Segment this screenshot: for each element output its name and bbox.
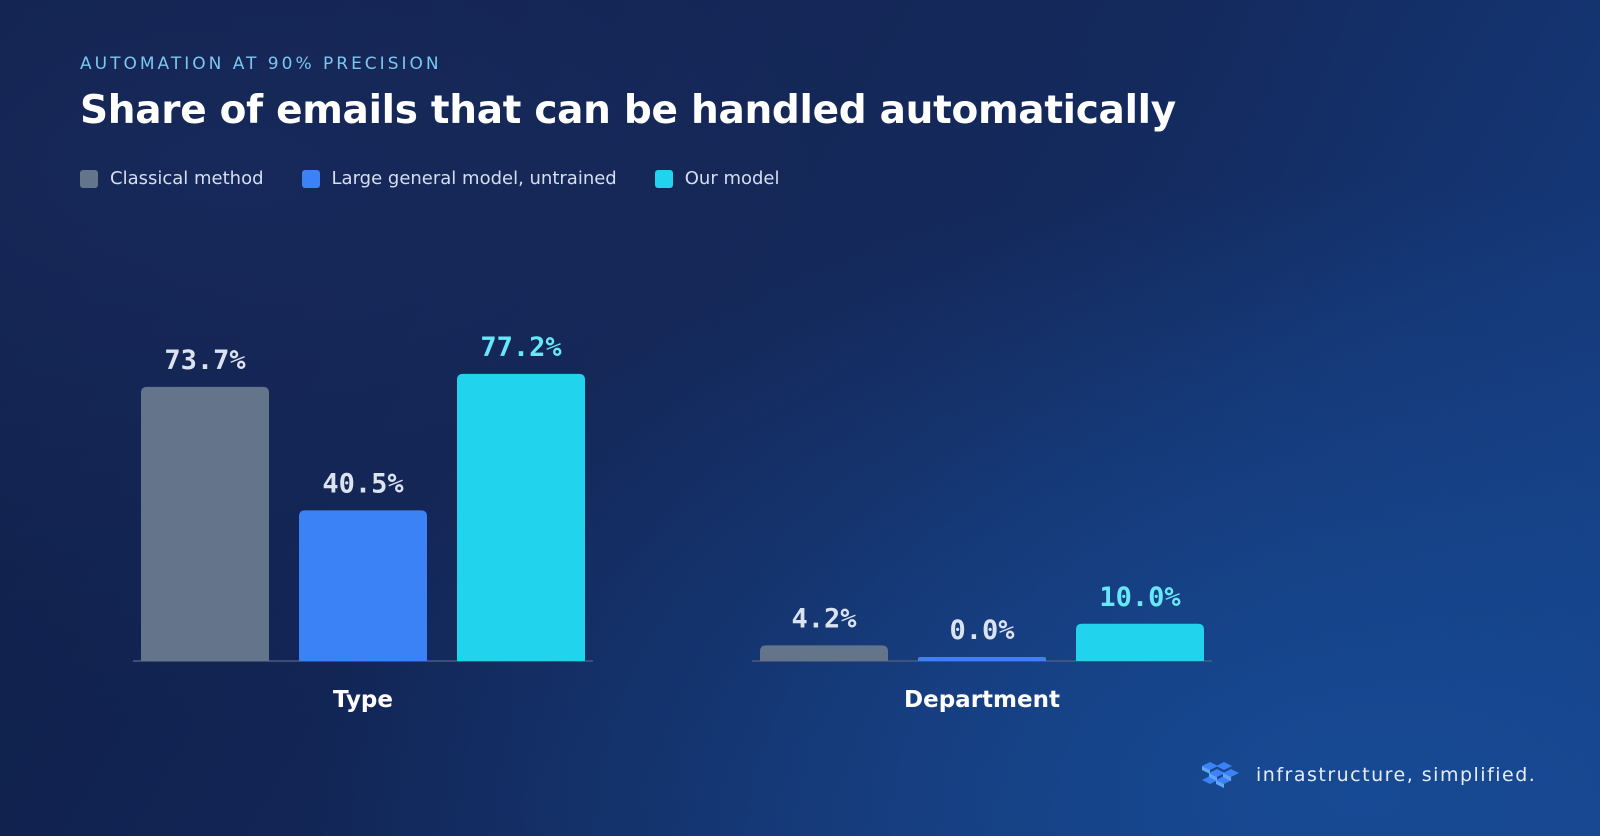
brand-tagline: infrastructure, simplified. xyxy=(1256,764,1537,786)
legend-label-ours: Our model xyxy=(684,168,780,189)
legend-item-ours: Our model xyxy=(654,168,780,189)
data-label-classical-department: 4.2% xyxy=(791,603,857,634)
legend-swatch-classical xyxy=(80,169,98,188)
legend-item-general: Large general model, untrained xyxy=(301,168,617,189)
bar-classical-type xyxy=(141,386,269,661)
bar-ours-type xyxy=(457,373,585,661)
bar-general-department xyxy=(918,657,1046,661)
data-label-general-type: 40.5% xyxy=(322,468,404,499)
bar-classical-department xyxy=(760,645,888,661)
data-label-classical-type: 73.7% xyxy=(164,345,246,376)
legend: Classical method Large general model, un… xyxy=(80,168,818,189)
bar-ours-department xyxy=(1076,623,1204,661)
data-label-general-department: 0.0% xyxy=(949,615,1015,646)
legend-item-classical: Classical method xyxy=(80,168,264,189)
legend-label-general: Large general model, untrained xyxy=(331,168,617,189)
brand: infrastructure, simplified. xyxy=(1200,760,1536,790)
category-label-type: Type xyxy=(333,687,393,713)
legend-swatch-general xyxy=(301,169,320,188)
data-label-ours-type: 77.2% xyxy=(480,332,562,363)
chart-eyebrow: AUTOMATION AT 90% PRECISION xyxy=(80,54,442,74)
cube-cluster-logo-icon xyxy=(1202,762,1239,788)
data-label-ours-department: 10.0% xyxy=(1099,582,1181,613)
legend-label-classical: Classical method xyxy=(110,168,264,189)
legend-swatch-ours xyxy=(654,169,673,188)
bar-general-type xyxy=(299,510,427,661)
chart-title: Share of emails that can be handled auto… xyxy=(80,88,1176,133)
category-label-department: Department xyxy=(904,687,1060,713)
